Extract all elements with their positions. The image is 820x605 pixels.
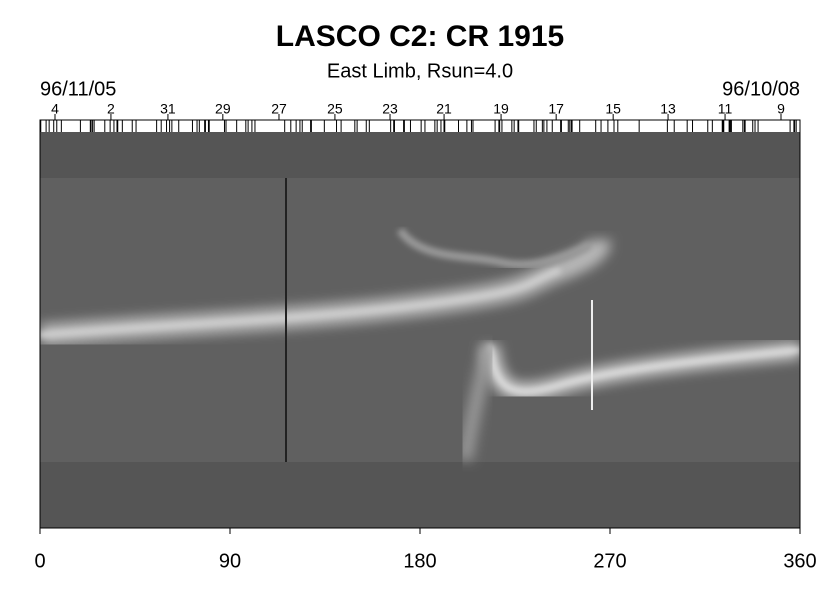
top-tick-label: 13 xyxy=(660,101,676,117)
top-tick-label: 2 xyxy=(107,101,115,117)
top-tick-label: 15 xyxy=(605,101,621,117)
x-tick-label: 270 xyxy=(593,550,626,572)
chart-title: LASCO C2: CR 1915 xyxy=(276,20,564,53)
top-tick-band xyxy=(40,120,800,132)
x-tick-label: 0 xyxy=(34,550,45,572)
top-tick-label: 17 xyxy=(548,101,564,117)
streamer-core xyxy=(488,344,800,394)
cme-trace xyxy=(458,343,497,462)
start-date: 96/11/05 xyxy=(40,78,116,100)
end-date: 96/10/08 xyxy=(722,78,800,100)
loop xyxy=(396,227,592,269)
top-tick-label: 19 xyxy=(493,101,509,117)
x-tick-label: 180 xyxy=(403,550,436,572)
streamer-core xyxy=(40,267,562,338)
top-tick-label: 9 xyxy=(777,101,785,117)
top-tick-label: 23 xyxy=(382,101,398,117)
x-tick-label: 360 xyxy=(783,550,816,572)
top-tick-label: 11 xyxy=(718,101,733,117)
map-image xyxy=(40,132,800,528)
top-tick-label: 21 xyxy=(436,101,452,117)
top-tick-label: 25 xyxy=(327,101,343,117)
data-gaps xyxy=(40,120,797,132)
top-tick-label: 4 xyxy=(51,101,59,117)
top-tick-label: 27 xyxy=(271,101,287,117)
top-tick-label: 29 xyxy=(215,101,231,117)
x-tick-label: 90 xyxy=(219,550,241,572)
top-tick-label: 31 xyxy=(160,101,176,117)
chart-subtitle: East Limb, Rsun=4.0 xyxy=(327,60,513,82)
